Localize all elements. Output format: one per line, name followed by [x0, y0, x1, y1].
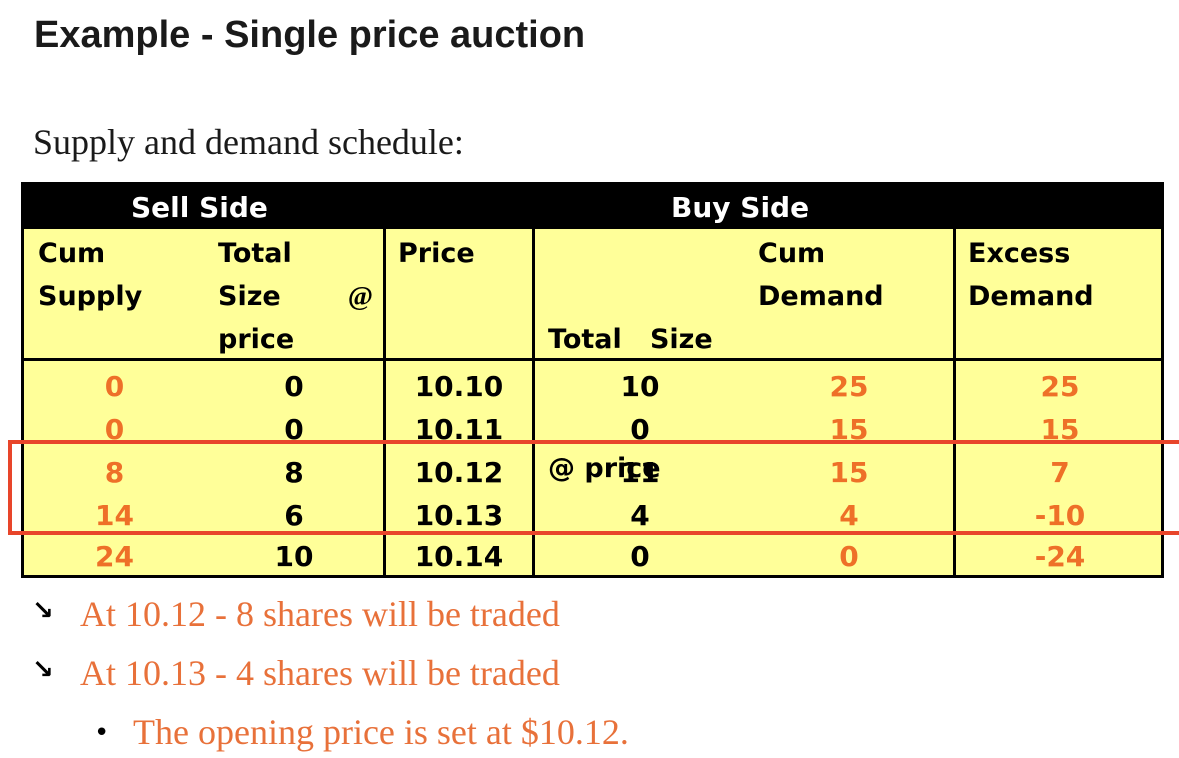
table-group-header: Sell Side Buy Side	[24, 185, 1161, 229]
col-header-cum-demand: Cum Demand	[758, 238, 884, 312]
slide-title: Example - Single price auction	[34, 14, 586, 56]
supply-demand-table: Sell Side Buy Side Cum Supply Total Size…	[21, 182, 1164, 578]
col-header-cum-supply: Cum Supply	[38, 238, 143, 312]
cum-supply-cell: 8	[104, 456, 125, 489]
arrow-down-right-icon: ↘	[32, 655, 54, 685]
arrow-down-right-icon: ↘	[32, 596, 54, 626]
excess-demand-cell: 7	[1050, 456, 1070, 489]
divider	[383, 229, 386, 578]
bullet-text: At 10.12 - 8 shares will be traded	[80, 594, 560, 634]
excess-demand-cell: 25	[1040, 370, 1080, 403]
cum-supply-cell: 0	[104, 413, 125, 446]
price-cell: 10.10	[414, 370, 504, 403]
divider	[953, 229, 956, 578]
price-cell: 10.12	[414, 456, 504, 489]
total-size-sell-cell: 8	[284, 456, 304, 489]
price-cell: 10.11	[414, 413, 504, 446]
col-header-total-size-sell: Total Size @ price	[218, 238, 373, 355]
total-size-sell-cell: 10	[274, 540, 314, 573]
total-size-buy-cell: 0	[630, 540, 650, 573]
bullet-text: At 10.13 - 4 shares will be traded	[80, 653, 560, 693]
cum-supply-cell: 0	[104, 370, 125, 403]
col-header-excess-demand: Excess Demand	[968, 238, 1094, 312]
total-size-sell-cell: 0	[284, 370, 304, 403]
col-header-total-size-buy: Total Size @ price	[548, 324, 713, 484]
sell-side-header: Sell Side	[131, 191, 268, 224]
divider	[532, 229, 535, 578]
total-size-buy-cell: 4	[630, 499, 650, 532]
buy-side-header: Buy Side	[671, 191, 810, 224]
cum-demand-cell: 4	[839, 499, 859, 532]
excess-demand-cell: -24	[1034, 540, 1086, 573]
total-size-buy-cell: 11	[620, 456, 660, 489]
total-size-sell-cell: 6	[284, 499, 304, 532]
bullet-dot-icon: •	[94, 718, 110, 748]
cum-supply-cell: 14	[95, 499, 134, 532]
col-header-price: Price	[398, 238, 475, 269]
cum-demand-cell: 0	[839, 540, 859, 573]
divider	[24, 358, 1161, 361]
sub-bullet-text: The opening price is set at $10.12.	[133, 712, 629, 752]
excess-demand-cell: -10	[1034, 499, 1086, 532]
total-size-buy-cell: 10	[620, 370, 660, 403]
cum-demand-cell: 15	[829, 413, 869, 446]
slide-subtitle: Supply and demand schedule:	[33, 122, 464, 162]
price-cell: 10.13	[414, 499, 504, 532]
total-size-sell-cell: 0	[284, 413, 304, 446]
total-size-buy-cell: 0	[630, 413, 650, 446]
cum-demand-cell: 15	[829, 456, 869, 489]
cum-demand-cell: 25	[829, 370, 869, 403]
excess-demand-cell: 15	[1040, 413, 1080, 446]
cum-supply-cell: 24	[95, 540, 134, 573]
price-cell: 10.14	[414, 540, 504, 573]
